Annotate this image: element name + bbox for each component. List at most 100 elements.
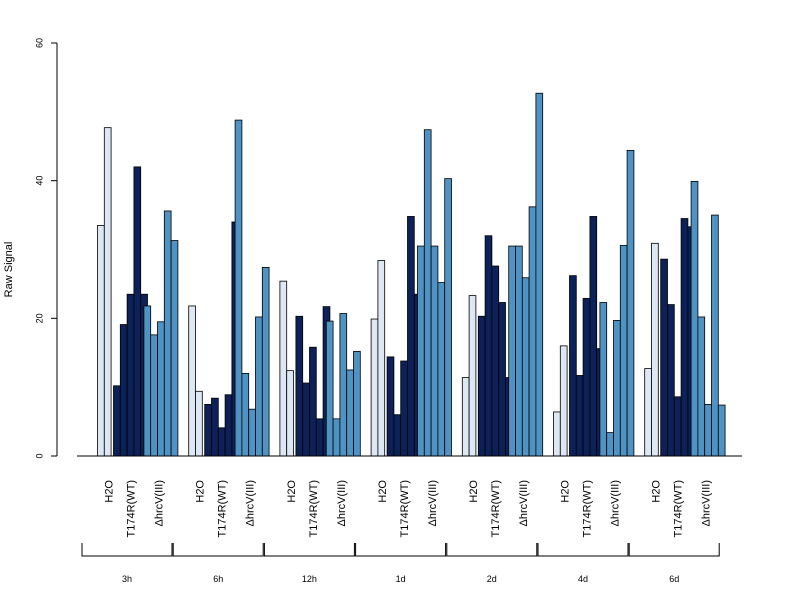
- condition-label: ΔhrcV(III): [518, 480, 530, 526]
- bar: [224, 394, 233, 457]
- condition-label: ΔhrcV(III): [427, 480, 439, 526]
- condition-label: H2O: [468, 480, 480, 503]
- y-axis: 0 20 40 60: [34, 38, 58, 459]
- bar: [163, 210, 172, 457]
- bar: [704, 403, 712, 457]
- bar: [667, 304, 675, 457]
- bar: [157, 321, 165, 457]
- bar: [302, 382, 310, 457]
- bar: [613, 319, 621, 457]
- bar: [211, 397, 219, 457]
- bar: [188, 305, 196, 457]
- condition-label: H2O: [377, 480, 389, 503]
- bar: [582, 297, 591, 457]
- bar: [644, 368, 652, 457]
- condition-label: ΔhrcV(III): [701, 480, 713, 526]
- bar: [468, 295, 477, 457]
- bar: [315, 418, 324, 457]
- bars-layer: [97, 92, 726, 457]
- condition-label: T174R(WT): [399, 480, 411, 537]
- time-bracket: [81, 543, 173, 557]
- bar: [651, 242, 659, 457]
- condition-label: H2O: [286, 480, 298, 503]
- bar: [569, 275, 577, 457]
- bar: [133, 166, 142, 457]
- bar: [553, 411, 561, 457]
- condition-label: ΔhrcV(III): [153, 480, 165, 526]
- bar: [119, 324, 128, 457]
- bar: [204, 403, 212, 457]
- bar: [508, 245, 516, 457]
- bar: [680, 218, 689, 457]
- condition-label: H2O: [651, 480, 663, 503]
- bar: [673, 396, 682, 457]
- condition-label: T174R(WT): [673, 480, 685, 537]
- time-brackets: 3h 6h 12h 1d 2d 4d 6d: [81, 543, 720, 584]
- time-bracket: [263, 543, 355, 557]
- bar: [113, 385, 121, 457]
- bar: [295, 315, 304, 457]
- bar: [626, 149, 635, 457]
- bar: [417, 245, 425, 457]
- bar: [559, 345, 568, 457]
- bar: [535, 92, 544, 457]
- bar: [606, 432, 614, 457]
- bar: [309, 346, 317, 457]
- bar: [195, 390, 203, 457]
- bar: [241, 372, 250, 457]
- bar: [286, 370, 294, 457]
- bar: [461, 377, 470, 457]
- bar: [437, 282, 446, 457]
- bar: [103, 127, 112, 457]
- condition-label: ΔhrcV(III): [245, 480, 257, 526]
- condition-label: T174R(WT): [581, 480, 593, 537]
- time-bracket: [537, 543, 629, 557]
- bar: [690, 180, 699, 457]
- condition-label: ΔhrcV(III): [336, 480, 348, 526]
- time-label: 2d: [487, 574, 497, 584]
- bar: [377, 260, 386, 457]
- bar: [717, 404, 726, 457]
- time-label: 3h: [122, 574, 132, 584]
- bar: [660, 258, 668, 457]
- bar: [515, 245, 523, 457]
- bar: [234, 119, 243, 457]
- condition-label: T174R(WT): [125, 480, 137, 537]
- time-label: 4d: [578, 574, 588, 584]
- bar: [575, 375, 584, 457]
- condition-label: T174R(WT): [490, 480, 502, 537]
- bar: [528, 206, 537, 457]
- condition-label: T174R(WT): [217, 480, 229, 537]
- time-bracket: [628, 543, 720, 557]
- bar: [346, 369, 354, 457]
- bar: [477, 315, 486, 457]
- time-label: 6h: [213, 574, 223, 584]
- bar: [444, 178, 452, 457]
- bar: [370, 318, 379, 457]
- bar: [97, 225, 105, 457]
- time-label: 12h: [302, 574, 317, 584]
- bar: [400, 360, 408, 457]
- bar: [150, 334, 158, 457]
- bar: [255, 316, 263, 457]
- bar: [619, 244, 628, 457]
- y-tick-label: 20: [34, 313, 44, 323]
- condition-label: H2O: [103, 480, 115, 503]
- bar: [325, 320, 334, 457]
- condition-label: ΔhrcV(III): [609, 480, 621, 526]
- bar: [711, 214, 719, 457]
- y-tick-label: 60: [34, 38, 44, 48]
- time-bracket: [446, 543, 538, 557]
- bar: [217, 427, 226, 457]
- bar: [430, 245, 439, 457]
- bar: [143, 305, 152, 457]
- bar: [126, 293, 135, 457]
- time-label: 6d: [669, 574, 679, 584]
- bar: [339, 313, 348, 457]
- bar: [521, 277, 530, 457]
- bar: [484, 235, 493, 457]
- bar: [353, 350, 361, 457]
- time-bracket: [355, 543, 447, 557]
- bar: [599, 302, 608, 457]
